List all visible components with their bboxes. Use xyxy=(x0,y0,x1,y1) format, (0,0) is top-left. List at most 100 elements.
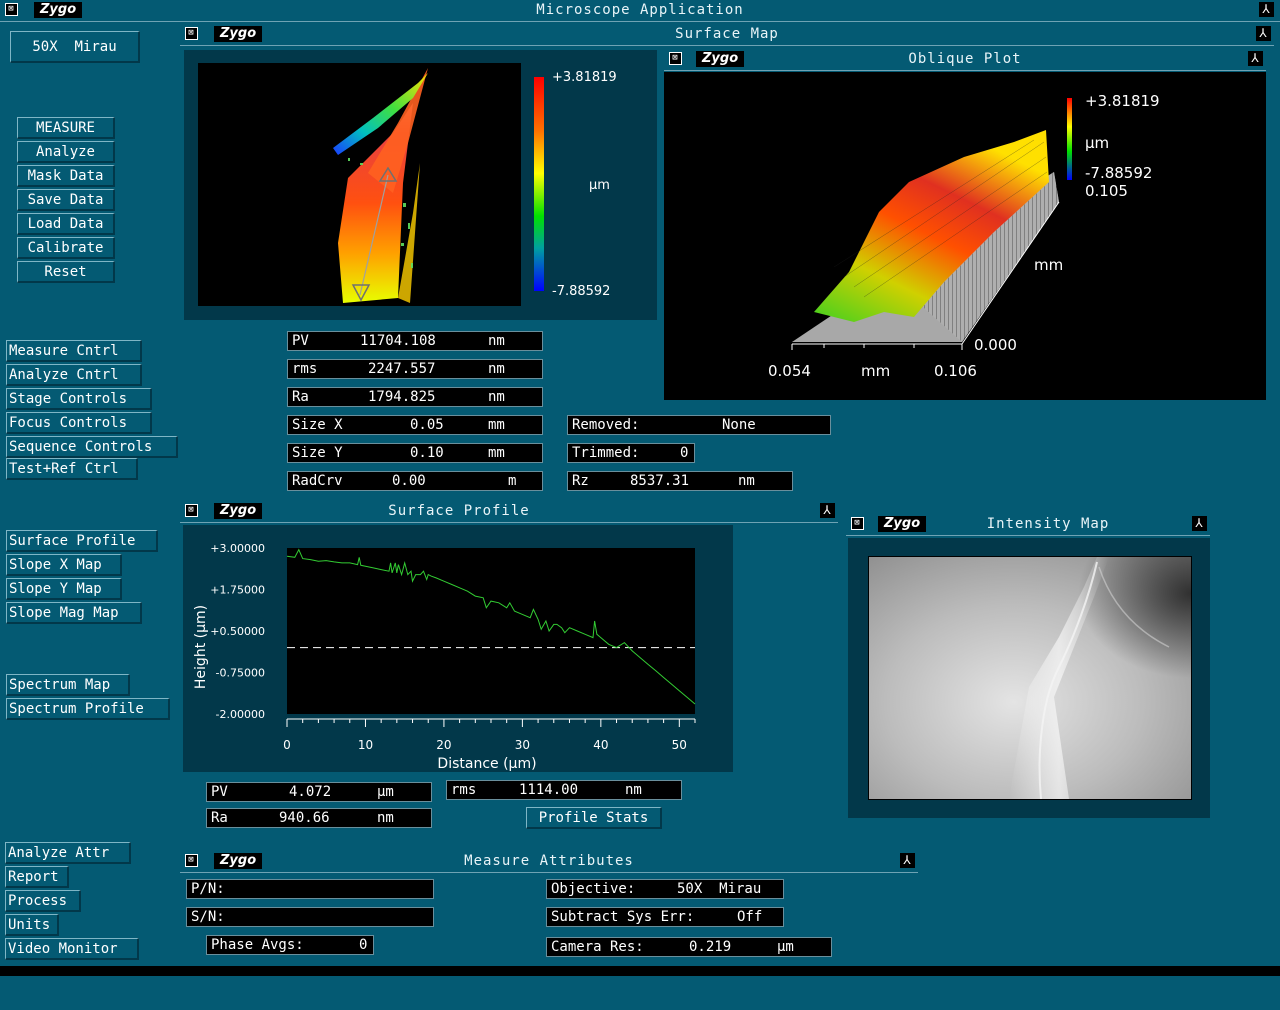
analyze-cntrl-button[interactable]: Analyze Cntrl xyxy=(6,364,142,386)
close-icon[interactable]: ⊠ xyxy=(5,3,18,16)
sm-radcrv-field: RadCrv 0.00 m xyxy=(287,471,543,491)
test-ref-ctrl-button[interactable]: Test+Ref Ctrl xyxy=(6,458,138,480)
intensity-map-image[interactable] xyxy=(868,556,1192,800)
oblique-x-left: 0.054 xyxy=(768,362,811,380)
pin-icon[interactable]: ⅄ xyxy=(820,503,835,518)
field-unit: µm xyxy=(777,939,794,955)
stage-controls-button[interactable]: Stage Controls xyxy=(6,388,152,410)
surface-profile-chart[interactable]: +3.00000 +1.75000 +0.50000 -0.75000 -2.00000… xyxy=(183,525,733,772)
oblique-plot-area[interactable]: +3.81819 µm -7.88592 0.105 mm 0.000 0.05… xyxy=(664,72,1266,400)
focus-controls-button[interactable]: Focus Controls xyxy=(6,412,152,434)
surface-map-title: Surface Map xyxy=(675,26,779,42)
app-titlebar: ⊠ Zygo Microscope Application ⅄ xyxy=(0,0,1280,22)
colorbar-unit-label: µm xyxy=(589,178,610,193)
bottom-edge xyxy=(0,966,1280,976)
pin-icon[interactable]: ⅄ xyxy=(1256,26,1271,41)
sp-ra-field: Ra 940.66 nm xyxy=(206,808,432,828)
zygo-logo: Zygo xyxy=(696,51,745,67)
close-icon[interactable]: ⊠ xyxy=(185,854,198,867)
slope-mag-map-button[interactable]: Slope Mag Map xyxy=(6,602,142,624)
zygo-logo: Zygo xyxy=(34,2,83,18)
x-tick-label: 10 xyxy=(358,738,373,752)
field-value: 50X Mirau xyxy=(677,881,762,897)
close-icon[interactable]: ⊠ xyxy=(185,504,198,517)
sequence-controls-button[interactable]: Sequence Controls xyxy=(6,436,178,458)
analyze-button[interactable]: Analyze xyxy=(17,141,115,163)
sm-pv-field: PV 11704.108 nm xyxy=(287,331,543,351)
sm-removed-field: Removed: None xyxy=(567,415,831,435)
oblique-x-right: 0.106 xyxy=(934,362,977,380)
camera-res-field[interactable]: Camera Res: 0.219 µm xyxy=(546,937,832,957)
zygo-logo: Zygo xyxy=(214,503,263,519)
field-unit: nm xyxy=(488,389,505,405)
process-button[interactable]: Process xyxy=(5,890,81,912)
report-button[interactable]: Report xyxy=(5,866,69,888)
objective-button[interactable]: 50X Mirau xyxy=(10,31,140,63)
field-label: PV xyxy=(292,333,309,349)
profile-stats-button[interactable]: Profile Stats xyxy=(526,807,662,829)
y-tick-label: -0.75000 xyxy=(216,667,265,680)
field-value: 0 xyxy=(680,445,689,461)
field-label: rms xyxy=(451,782,477,798)
profile-series-line xyxy=(286,548,696,705)
surface-map-image[interactable] xyxy=(198,63,521,306)
pin-icon[interactable]: ⅄ xyxy=(1259,2,1274,17)
close-icon[interactable]: ⊠ xyxy=(185,27,198,40)
field-label: Size X xyxy=(292,417,343,433)
video-monitor-button[interactable]: Video Monitor xyxy=(5,938,139,960)
mask-data-button[interactable]: Mask Data xyxy=(17,165,115,187)
x-tick-label: 50 xyxy=(672,738,687,752)
field-label: Ra xyxy=(292,389,309,405)
save-data-button[interactable]: Save Data xyxy=(17,189,115,211)
field-value: 0.05 xyxy=(410,417,444,433)
field-value: 0.219 xyxy=(689,939,732,955)
load-data-button[interactable]: Load Data xyxy=(17,213,115,235)
field-unit: µm xyxy=(377,784,394,800)
slope-x-map-button[interactable]: Slope X Map xyxy=(6,554,122,576)
sn-field[interactable]: S/N: xyxy=(186,907,434,927)
phase-avgs-field[interactable]: Phase Avgs: 0 xyxy=(206,935,374,955)
y-tick-label: +3.00000 xyxy=(210,542,265,555)
pin-icon[interactable]: ⅄ xyxy=(900,853,915,868)
field-value: 11704.108 xyxy=(360,333,436,349)
close-icon[interactable]: ⊠ xyxy=(669,52,682,65)
field-label: Phase Avgs: xyxy=(211,937,304,953)
reset-button[interactable]: Reset xyxy=(17,261,115,283)
spectrum-map-button[interactable]: Spectrum Map xyxy=(6,674,130,696)
field-label: RadCrv xyxy=(292,473,343,489)
close-icon[interactable]: ⊠ xyxy=(851,517,864,530)
intensity-map-titlebar: ⊠ Zygo Intensity Map ⅄ xyxy=(846,514,1210,536)
pn-field[interactable]: P/N: xyxy=(186,879,434,899)
x-tick-label: 40 xyxy=(593,738,608,752)
sp-rms-field: rms 1114.00 nm xyxy=(446,780,682,800)
surface-profile-button[interactable]: Surface Profile xyxy=(6,530,158,552)
field-value: Off xyxy=(737,909,763,925)
measure-attributes-title: Measure Attributes xyxy=(464,853,634,869)
measure-button[interactable]: MEASURE xyxy=(17,117,115,139)
units-button[interactable]: Units xyxy=(5,914,59,936)
app-title: Microscope Application xyxy=(536,2,744,18)
objective-field[interactable]: Objective: 50X Mirau xyxy=(546,879,784,899)
field-value: 940.66 xyxy=(279,810,330,826)
field-unit: m xyxy=(508,473,517,489)
slope-y-map-button[interactable]: Slope Y Map xyxy=(6,578,122,600)
y-tick-label: +1.75000 xyxy=(210,584,265,597)
oblique-plot-graphic xyxy=(791,98,1072,350)
calibrate-button[interactable]: Calibrate xyxy=(17,237,115,259)
sp-pv-field: PV 4.072 µm xyxy=(206,782,432,802)
pin-icon[interactable]: ⅄ xyxy=(1192,516,1207,531)
field-label: Ra xyxy=(211,810,228,826)
analyze-attr-button[interactable]: Analyze Attr xyxy=(5,842,131,864)
measure-cntrl-button[interactable]: Measure Cntrl xyxy=(6,340,142,362)
spectrum-profile-button[interactable]: Spectrum Profile xyxy=(6,698,170,720)
surface-profile-title: Surface Profile xyxy=(388,503,530,519)
plot-background xyxy=(287,548,695,714)
pin-icon[interactable]: ⅄ xyxy=(1248,51,1263,66)
field-label: Rz xyxy=(572,473,589,489)
sm-rz-field: Rz 8537.31 nm xyxy=(567,471,793,491)
field-unit: nm xyxy=(625,782,642,798)
surface-map-panel: +3.81819 µm -7.88592 xyxy=(184,50,657,320)
subtract-sys-err-field[interactable]: Subtract Sys Err: Off xyxy=(546,907,784,927)
surface-profile-titlebar: ⊠ Zygo Surface Profile ⅄ xyxy=(180,501,838,523)
oblique-plot-titlebar: ⊠ Zygo Oblique Plot ⅄ xyxy=(664,49,1266,71)
